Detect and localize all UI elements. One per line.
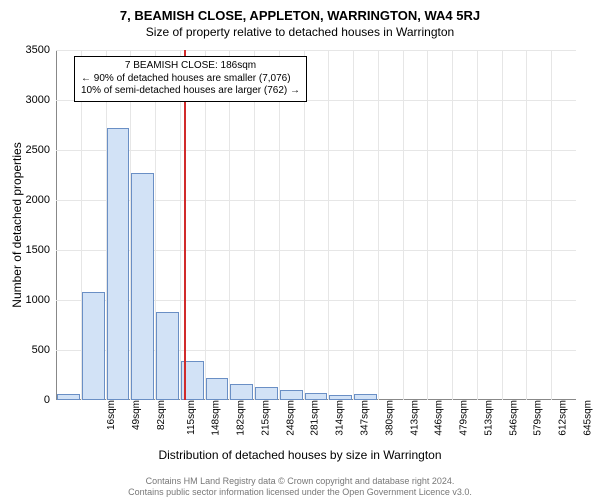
chart-subtitle: Size of property relative to detached ho… (0, 23, 600, 39)
histogram-bar (156, 312, 179, 400)
x-tick-label: 413sqm (405, 400, 420, 436)
gridline-h (56, 50, 576, 51)
x-tick-label: 347sqm (356, 400, 371, 436)
histogram-bar (230, 384, 253, 400)
gridline-v (551, 50, 552, 400)
gridline-v (502, 50, 503, 400)
reference-line (184, 50, 186, 400)
x-tick-label: 314sqm (331, 400, 346, 436)
gridline-v (254, 50, 255, 400)
info-line-3: 10% of semi-detached houses are larger (… (81, 85, 300, 98)
x-tick-label: 82sqm (152, 400, 167, 430)
footer-line-1: Contains HM Land Registry data © Crown c… (0, 476, 600, 487)
histogram-bar (107, 128, 130, 400)
info-line-1: 7 BEAMISH CLOSE: 186sqm (81, 60, 300, 73)
histogram-bar (255, 387, 278, 400)
y-tick-label: 3500 (26, 44, 56, 56)
x-tick-label: 182sqm (232, 400, 247, 436)
x-tick-label: 215sqm (257, 400, 272, 436)
gridline-v (378, 50, 379, 400)
y-axis-line (56, 50, 57, 400)
x-tick-label: 115sqm (182, 400, 197, 435)
x-tick-label: 281sqm (306, 400, 321, 436)
gridline-v (353, 50, 354, 400)
footer-line-2: Contains public sector information licen… (0, 487, 600, 498)
x-tick-label: 645sqm (578, 400, 593, 436)
gridline-v (427, 50, 428, 400)
x-tick-label: 380sqm (380, 400, 395, 436)
histogram-bar (131, 173, 154, 400)
x-tick-label: 16sqm (102, 400, 117, 430)
x-tick-label: 546sqm (504, 400, 519, 436)
x-tick-label: 579sqm (529, 400, 544, 436)
info-box: 7 BEAMISH CLOSE: 186sqm← 90% of detached… (74, 56, 307, 102)
plot-area: 050010001500200025003000350016sqm49sqm82… (56, 50, 576, 400)
gridline-v (205, 50, 206, 400)
x-tick-label: 513sqm (479, 400, 494, 436)
gridline-v (328, 50, 329, 400)
x-tick-label: 148sqm (207, 400, 222, 436)
gridline-v (180, 50, 181, 400)
x-tick-label: 479sqm (455, 400, 470, 436)
info-line-2: ← 90% of detached houses are smaller (7,… (81, 73, 300, 86)
histogram-bar (305, 393, 328, 400)
histogram-bar (82, 292, 105, 400)
footer: Contains HM Land Registry data © Crown c… (0, 476, 600, 498)
gridline-v (304, 50, 305, 400)
x-tick-label: 612sqm (554, 400, 569, 436)
gridline-v (477, 50, 478, 400)
y-tick-label: 1000 (26, 294, 56, 306)
x-tick-label: 446sqm (430, 400, 445, 436)
gridline-v (403, 50, 404, 400)
y-tick-label: 2000 (26, 194, 56, 206)
y-tick-label: 500 (32, 344, 56, 356)
histogram-bar (57, 394, 80, 400)
histogram-bar (280, 390, 303, 400)
x-tick-label: 49sqm (127, 400, 142, 430)
histogram-bar (329, 395, 352, 400)
chart-title: 7, BEAMISH CLOSE, APPLETON, WARRINGTON, … (0, 0, 600, 23)
gridline-v (452, 50, 453, 400)
x-tick-label: 248sqm (281, 400, 296, 436)
x-axis-label: Distribution of detached houses by size … (0, 448, 600, 462)
chart-container: 7, BEAMISH CLOSE, APPLETON, WARRINGTON, … (0, 0, 600, 500)
gridline-v (229, 50, 230, 400)
gridline-v (526, 50, 527, 400)
gridline-h (56, 150, 576, 151)
histogram-bar (206, 378, 229, 400)
histogram-bar (354, 394, 377, 400)
y-tick-label: 2500 (26, 144, 56, 156)
y-tick-label: 0 (44, 394, 56, 406)
gridline-v (279, 50, 280, 400)
y-tick-label: 3000 (26, 94, 56, 106)
y-tick-label: 1500 (26, 244, 56, 256)
